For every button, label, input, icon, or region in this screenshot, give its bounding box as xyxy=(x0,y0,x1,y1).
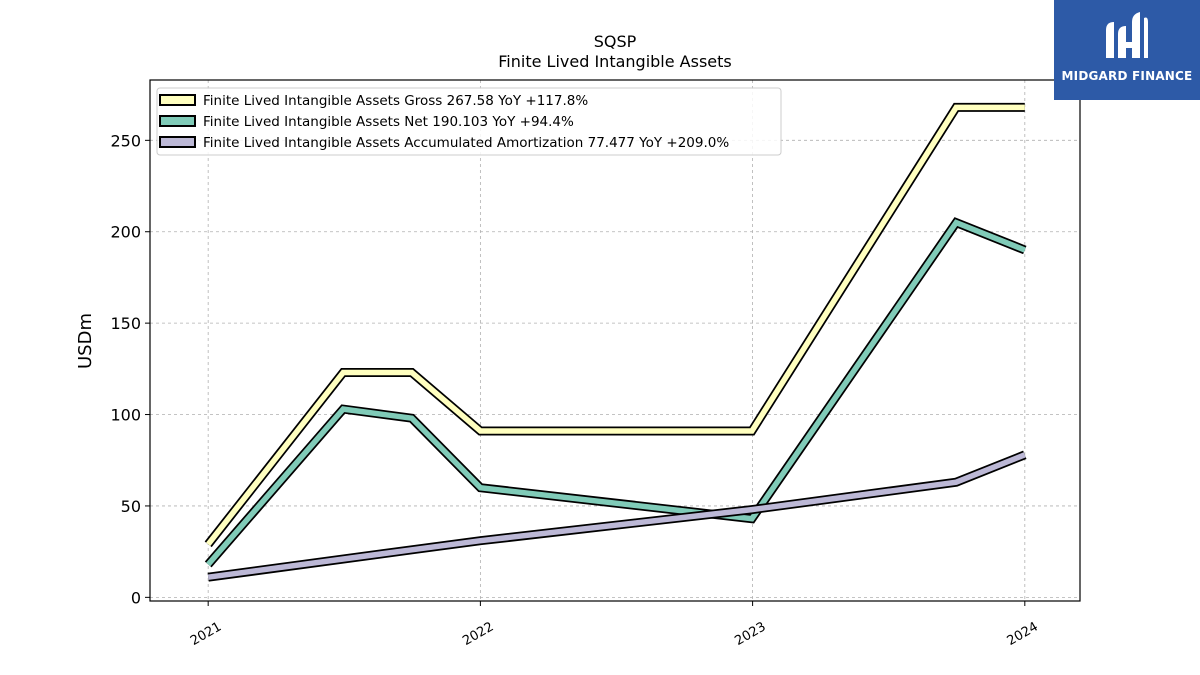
x-tick-label: 2022 xyxy=(460,619,496,649)
x-tick-label: 2023 xyxy=(732,619,768,649)
chart-title-line1: SQSP xyxy=(593,32,637,51)
legend-entry-label: Finite Lived Intangible Assets Accumulat… xyxy=(203,135,729,151)
y-tick-label: 250 xyxy=(110,131,141,150)
y-tick-label: 50 xyxy=(121,497,141,516)
midgard-finance-logo: MIDGARD FINANCE xyxy=(1054,0,1200,100)
series-line xyxy=(204,102,1025,548)
series-line-stroke xyxy=(206,104,1025,546)
legend-entry-label: Finite Lived Intangible Assets Net 190.1… xyxy=(203,114,574,130)
y-tick-label: 0 xyxy=(131,588,141,607)
x-tick-label: 2024 xyxy=(1005,619,1041,649)
legend-swatch xyxy=(159,94,196,106)
legend-swatch xyxy=(159,136,196,148)
x-axis: 2021 2022 2023 2024 xyxy=(188,601,1041,649)
series-line-outline xyxy=(204,102,1025,548)
series-line-stroke xyxy=(207,452,1026,580)
y-tick-label: 200 xyxy=(110,223,141,242)
legend: Finite Lived Intangible Assets Gross 267… xyxy=(156,87,782,156)
series-lines xyxy=(204,102,1027,582)
y-axis: 0 50 100 150 200 250 xyxy=(110,131,150,607)
logo-text: MIDGARD FINANCE xyxy=(1061,69,1193,83)
y-tick-label: 100 xyxy=(110,406,141,425)
series-line xyxy=(204,217,1027,568)
series-line xyxy=(207,450,1027,582)
y-axis-label: USDm xyxy=(75,313,96,369)
chart-title: SQSP Finite Lived Intangible Assets xyxy=(0,32,1200,72)
legend-entry-label: Finite Lived Intangible Assets Gross 267… xyxy=(203,93,588,109)
chart-title-line2: Finite Lived Intangible Assets xyxy=(498,52,732,71)
legend-swatch xyxy=(159,115,196,127)
legend-box xyxy=(156,87,782,156)
y-tick-label: 150 xyxy=(110,314,141,333)
plot-frame xyxy=(149,79,1081,602)
x-tick-label: 2021 xyxy=(188,619,224,649)
series-line-stroke xyxy=(206,219,1026,567)
logo-mark-icon xyxy=(1106,12,1148,58)
